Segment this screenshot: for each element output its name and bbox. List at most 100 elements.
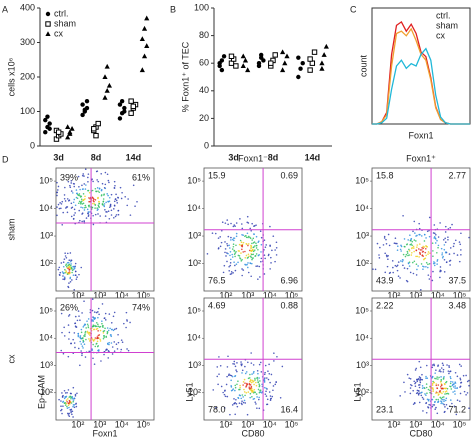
density-dot — [402, 259, 404, 261]
density-dot — [249, 380, 251, 383]
density-dot — [69, 186, 72, 189]
density-dot — [226, 395, 229, 398]
density-dot — [446, 407, 449, 410]
y-tick-label: 10⁴ — [39, 203, 53, 213]
density-dot — [104, 208, 106, 211]
density-dot — [444, 406, 446, 408]
density-dot — [64, 392, 67, 394]
x-tick-label: 3d — [228, 152, 239, 162]
density-dot — [106, 327, 109, 329]
density-dot — [418, 222, 420, 225]
density-dot — [442, 390, 445, 393]
density-dot — [103, 329, 106, 332]
density-dot — [91, 298, 94, 301]
density-dot — [217, 383, 219, 386]
density-dot — [97, 345, 99, 347]
density-dot — [258, 407, 261, 410]
density-dot — [66, 198, 69, 200]
density-dot — [396, 264, 399, 267]
point — [240, 63, 246, 68]
point — [43, 117, 48, 123]
density-dot — [432, 262, 435, 265]
density-dot — [82, 193, 85, 195]
x-tick-label: 10³ — [409, 290, 422, 300]
density-dot — [225, 383, 228, 386]
quadrant-label: 0.88 — [280, 300, 298, 310]
density-dot — [244, 382, 246, 384]
density-dot — [234, 384, 237, 387]
density-dot — [254, 379, 256, 381]
density-dot — [96, 336, 99, 339]
density-dot — [71, 413, 73, 416]
density-dot — [115, 343, 118, 346]
density-dot — [454, 239, 457, 242]
density-dot — [445, 380, 448, 383]
density-dot — [378, 257, 381, 259]
density-dot — [73, 397, 76, 399]
density-dot — [419, 288, 422, 291]
density-dot — [418, 248, 420, 250]
density-dot — [270, 373, 273, 376]
density-dot — [104, 327, 106, 330]
legend-label: sham — [54, 18, 76, 28]
point — [233, 63, 239, 69]
point — [307, 67, 313, 73]
density-dot — [443, 258, 446, 261]
density-dot — [129, 321, 131, 324]
density-dot — [246, 232, 249, 235]
point — [65, 134, 71, 140]
density-dot — [248, 386, 251, 388]
density-dot — [254, 401, 257, 403]
density-dot — [92, 214, 94, 217]
point — [130, 103, 137, 110]
density-dot — [72, 399, 75, 401]
quadrant-label: 0.69 — [280, 170, 298, 180]
x-tick-label: 8d — [268, 152, 279, 162]
point — [272, 52, 278, 58]
density-dot — [89, 332, 91, 334]
point — [256, 63, 262, 69]
density-dot — [264, 377, 266, 379]
density-dot — [84, 333, 86, 336]
density-dot — [437, 244, 440, 247]
density-dot — [80, 198, 83, 201]
density-dot — [89, 340, 91, 342]
density-dot — [224, 241, 226, 243]
y-tick-label: 40 — [199, 85, 209, 95]
density-dot — [84, 188, 87, 190]
x-tick-label: 10³ — [93, 290, 106, 300]
density-dot — [253, 397, 256, 400]
density-dot — [247, 222, 250, 224]
density-dot — [454, 393, 456, 395]
density-dot — [385, 238, 387, 241]
density-dot — [104, 183, 107, 186]
density-dot — [443, 244, 446, 246]
density-dot — [458, 400, 461, 402]
density-dot — [117, 341, 120, 344]
density-dot — [92, 343, 94, 346]
density-dot — [399, 248, 402, 251]
density-dot — [418, 386, 421, 389]
density-dot — [263, 380, 266, 382]
density-dot — [82, 173, 85, 175]
density-dot — [421, 396, 424, 399]
density-dot — [75, 278, 78, 281]
density-dot — [411, 244, 413, 247]
density-dot — [412, 272, 415, 275]
density-dot — [81, 345, 84, 347]
density-dot — [456, 375, 459, 378]
density-dot — [229, 258, 232, 261]
density-dot — [453, 252, 455, 255]
density-dot — [99, 340, 102, 342]
density-dot — [56, 194, 58, 197]
density-dot — [97, 316, 99, 319]
density-dot — [60, 262, 63, 264]
density-dot — [76, 392, 78, 395]
density-dot — [249, 237, 252, 240]
quadrant-label: 23.1 — [376, 404, 394, 414]
density-dot — [414, 385, 417, 387]
density-dot — [420, 235, 423, 237]
density-dot — [436, 263, 438, 265]
density-dot — [62, 272, 65, 274]
density-dot — [402, 253, 405, 256]
